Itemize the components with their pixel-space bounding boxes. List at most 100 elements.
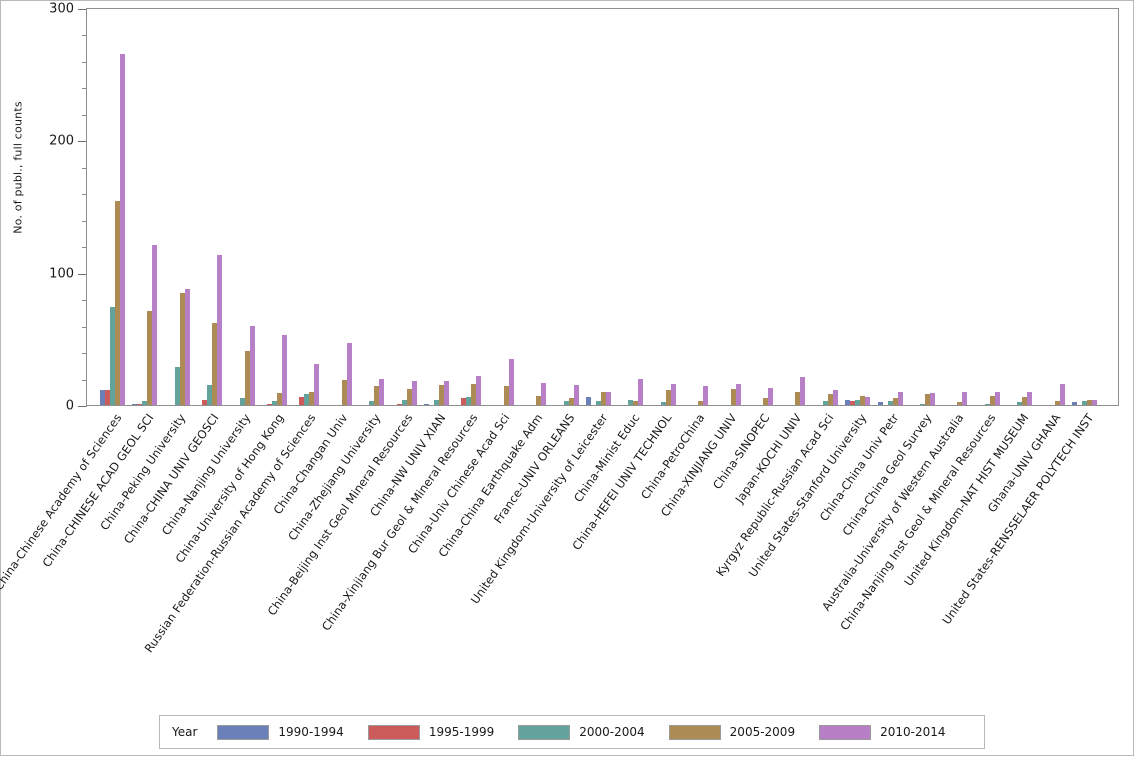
bar[interactable] xyxy=(860,395,866,405)
bar-group[interactable] xyxy=(359,7,385,405)
bar[interactable] xyxy=(1054,401,1060,405)
bar[interactable] xyxy=(202,399,208,405)
bar[interactable] xyxy=(730,389,736,405)
bar[interactable] xyxy=(152,244,158,405)
bar[interactable] xyxy=(272,401,277,405)
bar[interactable] xyxy=(1017,402,1023,405)
bar-group[interactable] xyxy=(132,7,158,405)
bar[interactable] xyxy=(568,398,574,405)
bar[interactable] xyxy=(120,54,125,405)
legend-item[interactable]: 1995-1999 xyxy=(367,724,494,740)
bar-group[interactable] xyxy=(618,7,644,405)
bar-group[interactable] xyxy=(554,7,579,405)
bar[interactable] xyxy=(536,395,542,405)
bar[interactable] xyxy=(660,402,666,405)
bar-group[interactable] xyxy=(586,7,611,405)
bar[interactable] xyxy=(994,391,1000,405)
bar[interactable] xyxy=(105,390,110,405)
bar[interactable] xyxy=(845,399,851,405)
bar[interactable] xyxy=(396,403,402,405)
bar[interactable] xyxy=(249,325,255,405)
bar[interactable] xyxy=(1082,401,1087,405)
bar[interactable] xyxy=(832,390,838,405)
bar[interactable] xyxy=(282,334,287,405)
bar[interactable] xyxy=(439,385,444,405)
bar[interactable] xyxy=(850,401,856,405)
bar[interactable] xyxy=(1092,399,1097,405)
bar[interactable] xyxy=(503,386,509,405)
bar[interactable] xyxy=(309,391,315,405)
bar[interactable] xyxy=(800,377,806,405)
bar[interactable] xyxy=(471,383,477,405)
bar-group[interactable] xyxy=(877,7,903,405)
bar[interactable] xyxy=(984,403,990,405)
bar-group[interactable] xyxy=(748,7,773,405)
bar[interactable] xyxy=(244,350,250,405)
bar-group[interactable] xyxy=(910,7,935,405)
bar[interactable] xyxy=(379,378,385,405)
bar[interactable] xyxy=(563,401,569,405)
bar[interactable] xyxy=(638,378,644,405)
bar[interactable] xyxy=(586,397,591,405)
bar[interactable] xyxy=(217,255,223,405)
bar-group[interactable] xyxy=(392,7,417,405)
bar[interactable] xyxy=(892,398,898,405)
bar[interactable] xyxy=(444,381,449,405)
bar[interactable] xyxy=(369,401,375,405)
bar[interactable] xyxy=(299,397,305,405)
bar[interactable] xyxy=(633,401,639,405)
bar[interactable] xyxy=(304,394,310,405)
bar[interactable] xyxy=(277,393,282,405)
bar-group[interactable] xyxy=(424,7,449,405)
bar[interactable] xyxy=(466,397,472,405)
bar[interactable] xyxy=(434,399,439,405)
bar[interactable] xyxy=(865,397,871,405)
bar-group[interactable] xyxy=(197,7,223,405)
bar[interactable] xyxy=(703,386,709,405)
legend-item[interactable]: 2005-2009 xyxy=(668,724,795,740)
bar[interactable] xyxy=(957,402,963,405)
bar-group[interactable] xyxy=(489,7,514,405)
bar[interactable] xyxy=(606,391,611,405)
bar[interactable] xyxy=(925,394,930,405)
bar[interactable] xyxy=(508,358,514,405)
bar[interactable] xyxy=(670,383,676,405)
bar[interactable] xyxy=(930,393,935,405)
bar[interactable] xyxy=(115,201,120,405)
bar[interactable] xyxy=(401,399,407,405)
bar[interactable] xyxy=(411,381,417,405)
bar[interactable] xyxy=(374,386,380,405)
bar[interactable] xyxy=(665,390,671,405)
bar[interactable] xyxy=(346,342,352,405)
bar[interactable] xyxy=(174,366,180,405)
bar[interactable] xyxy=(179,292,185,405)
bar[interactable] xyxy=(137,403,143,405)
bar[interactable] xyxy=(207,385,213,405)
bar-group[interactable] xyxy=(975,7,1000,405)
bar[interactable] xyxy=(763,398,768,405)
bar[interactable] xyxy=(920,403,925,405)
bar-group[interactable] xyxy=(845,7,871,405)
bar[interactable] xyxy=(406,389,412,405)
bar[interactable] xyxy=(1087,399,1092,405)
bar-group[interactable] xyxy=(651,7,676,405)
bar-group[interactable] xyxy=(1007,7,1033,405)
bar[interactable] xyxy=(212,322,218,405)
bar[interactable] xyxy=(1072,402,1077,405)
bar-group[interactable] xyxy=(780,7,806,405)
bar[interactable] xyxy=(855,399,861,405)
bar[interactable] xyxy=(424,403,429,405)
bar[interactable] xyxy=(142,401,148,405)
bar[interactable] xyxy=(476,375,482,405)
bar-group[interactable] xyxy=(716,7,741,405)
bar[interactable] xyxy=(1027,391,1033,405)
bar[interactable] xyxy=(735,383,741,405)
bar-group[interactable] xyxy=(813,7,838,405)
bar-group[interactable] xyxy=(1040,7,1065,405)
bar[interactable] xyxy=(184,288,190,405)
bar[interactable] xyxy=(147,311,153,405)
bar[interactable] xyxy=(601,391,606,405)
bar[interactable] xyxy=(877,402,883,405)
bar[interactable] xyxy=(628,399,634,405)
bar[interactable] xyxy=(573,385,579,405)
